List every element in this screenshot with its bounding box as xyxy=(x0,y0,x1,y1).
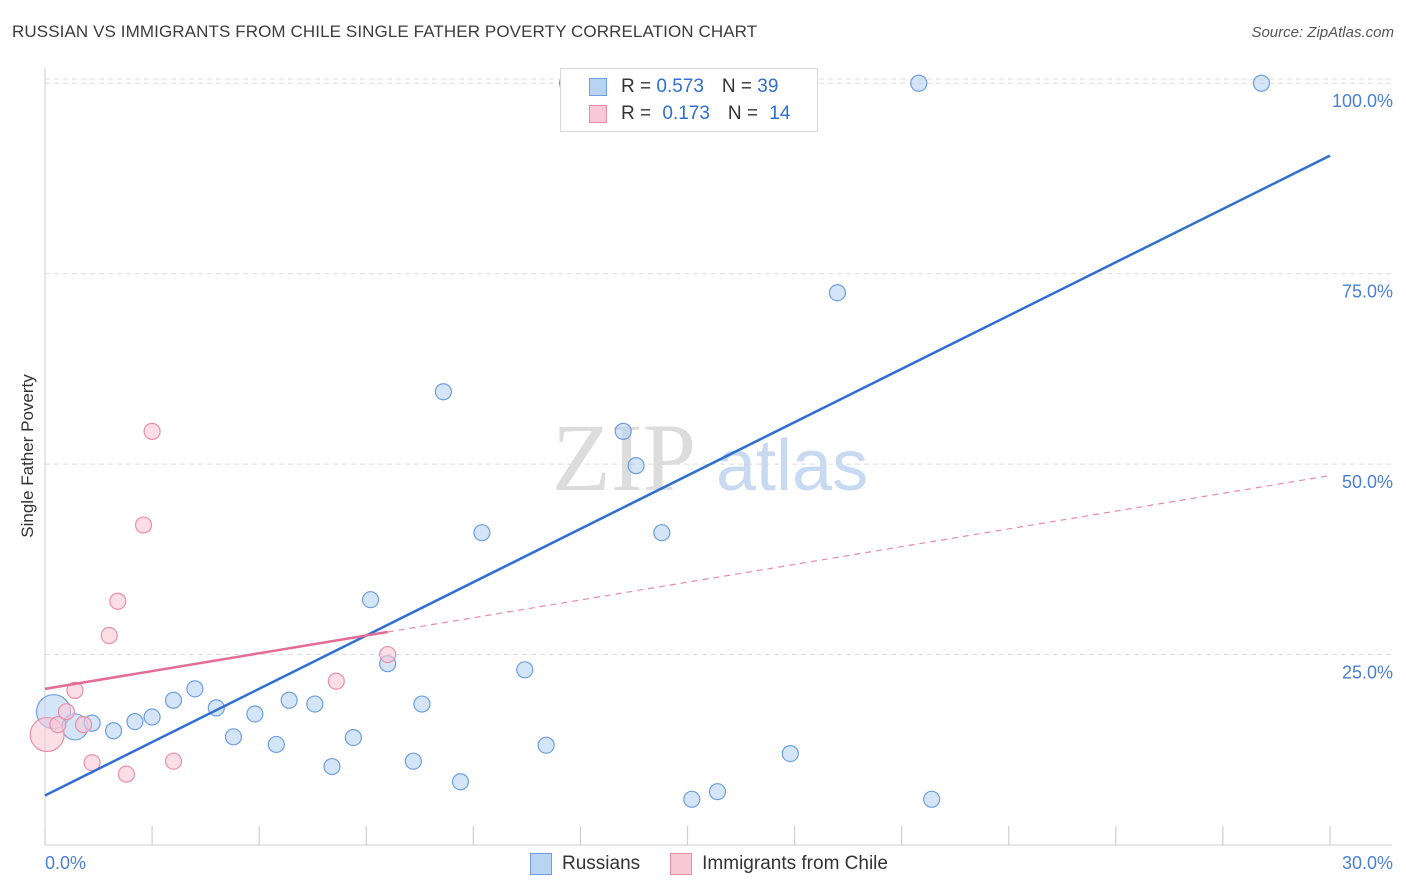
chile-point xyxy=(49,716,67,734)
legend-r-label: R = xyxy=(621,102,657,124)
russians-trend-line xyxy=(44,154,1331,797)
legend-r-label: R = xyxy=(621,75,657,97)
russian-point xyxy=(306,695,324,713)
series-legend: Russians Immigrants from Chile xyxy=(530,851,918,877)
chile-point xyxy=(74,716,93,734)
chile-point xyxy=(66,681,84,699)
legend-item-chile[interactable]: Immigrants from Chile xyxy=(670,853,888,875)
chile-trend-line-dashed xyxy=(387,474,1331,633)
legend-row-russians: R = 0.573 N = 39 xyxy=(561,73,778,100)
russian-point xyxy=(1252,74,1271,92)
russian-point xyxy=(126,712,144,731)
russian-point xyxy=(451,773,470,791)
legend-item-russians[interactable]: Russians xyxy=(530,853,640,875)
chart-title: RUSSIAN VS IMMIGRANTS FROM CHILE SINGLE … xyxy=(12,22,758,41)
russian-point xyxy=(473,524,491,542)
watermark-zip: ZIP xyxy=(552,404,696,511)
russian-point xyxy=(267,735,285,754)
legend-n-value: 39 xyxy=(757,75,779,97)
russian-point xyxy=(280,691,298,709)
russian-point xyxy=(186,680,204,698)
chile-point xyxy=(379,645,397,664)
chile-legend-swatch xyxy=(670,853,693,875)
source-label: Source: ZipAtlas.com xyxy=(1251,24,1394,41)
russian-point xyxy=(923,790,941,808)
russians-legend-swatch xyxy=(530,853,552,875)
russian-point xyxy=(361,591,380,609)
russian-point xyxy=(413,695,431,713)
y-tick-label: 50.0% xyxy=(1342,472,1393,492)
russian-point xyxy=(627,457,645,475)
chile-point xyxy=(100,626,118,645)
russian-point xyxy=(344,728,362,747)
chile-legend-label: Immigrants from Chile xyxy=(702,853,888,874)
russian-point xyxy=(537,736,555,754)
y-tick-label: 25.0% xyxy=(1342,663,1393,683)
chile-point xyxy=(143,422,161,440)
russian-point xyxy=(614,422,632,440)
russian-point xyxy=(516,661,534,679)
russian-point xyxy=(828,284,847,302)
russians-swatch xyxy=(589,77,607,96)
x-tick-label: 0.0% xyxy=(45,853,86,873)
y-tick-label: 100.0% xyxy=(1332,91,1393,111)
watermark-atlas: atlas xyxy=(716,426,868,506)
russian-point xyxy=(323,757,341,776)
legend-n-value: 14 xyxy=(769,102,791,124)
russian-point xyxy=(404,752,422,770)
chile-point xyxy=(57,703,76,721)
legend-n-label: N = xyxy=(727,102,764,124)
russian-point xyxy=(224,728,243,746)
russian-point xyxy=(653,524,671,542)
russians-legend-label: Russians xyxy=(562,853,641,874)
chile-point xyxy=(117,765,135,783)
legend-row-chile: R = 0.173 N = 14 xyxy=(561,100,790,127)
y-tick-label: 75.0% xyxy=(1342,282,1393,302)
chile-point xyxy=(134,516,153,534)
legend-r-value: 0.573 xyxy=(656,75,704,97)
chile-point xyxy=(327,672,345,690)
russian-point xyxy=(708,783,727,801)
russian-point xyxy=(164,691,183,709)
russian-point xyxy=(683,790,701,808)
correlation-legend: R = 0.573 N = 39 R = 0.173 N = 14 xyxy=(560,68,818,132)
chile-trend-line-solid xyxy=(44,630,388,691)
russian-point xyxy=(781,744,799,763)
x-tick-label: 30.0% xyxy=(1342,853,1393,873)
russian-point xyxy=(104,722,123,740)
russian-point xyxy=(246,705,264,723)
legend-r-value: 0.173 xyxy=(662,102,710,124)
chile-point xyxy=(109,592,127,610)
russian-point xyxy=(434,383,452,401)
chile-swatch xyxy=(589,104,607,123)
russian-point xyxy=(143,708,161,726)
legend-n-label: N = xyxy=(721,75,758,97)
russian-point xyxy=(910,74,928,92)
chile-point xyxy=(164,752,183,770)
